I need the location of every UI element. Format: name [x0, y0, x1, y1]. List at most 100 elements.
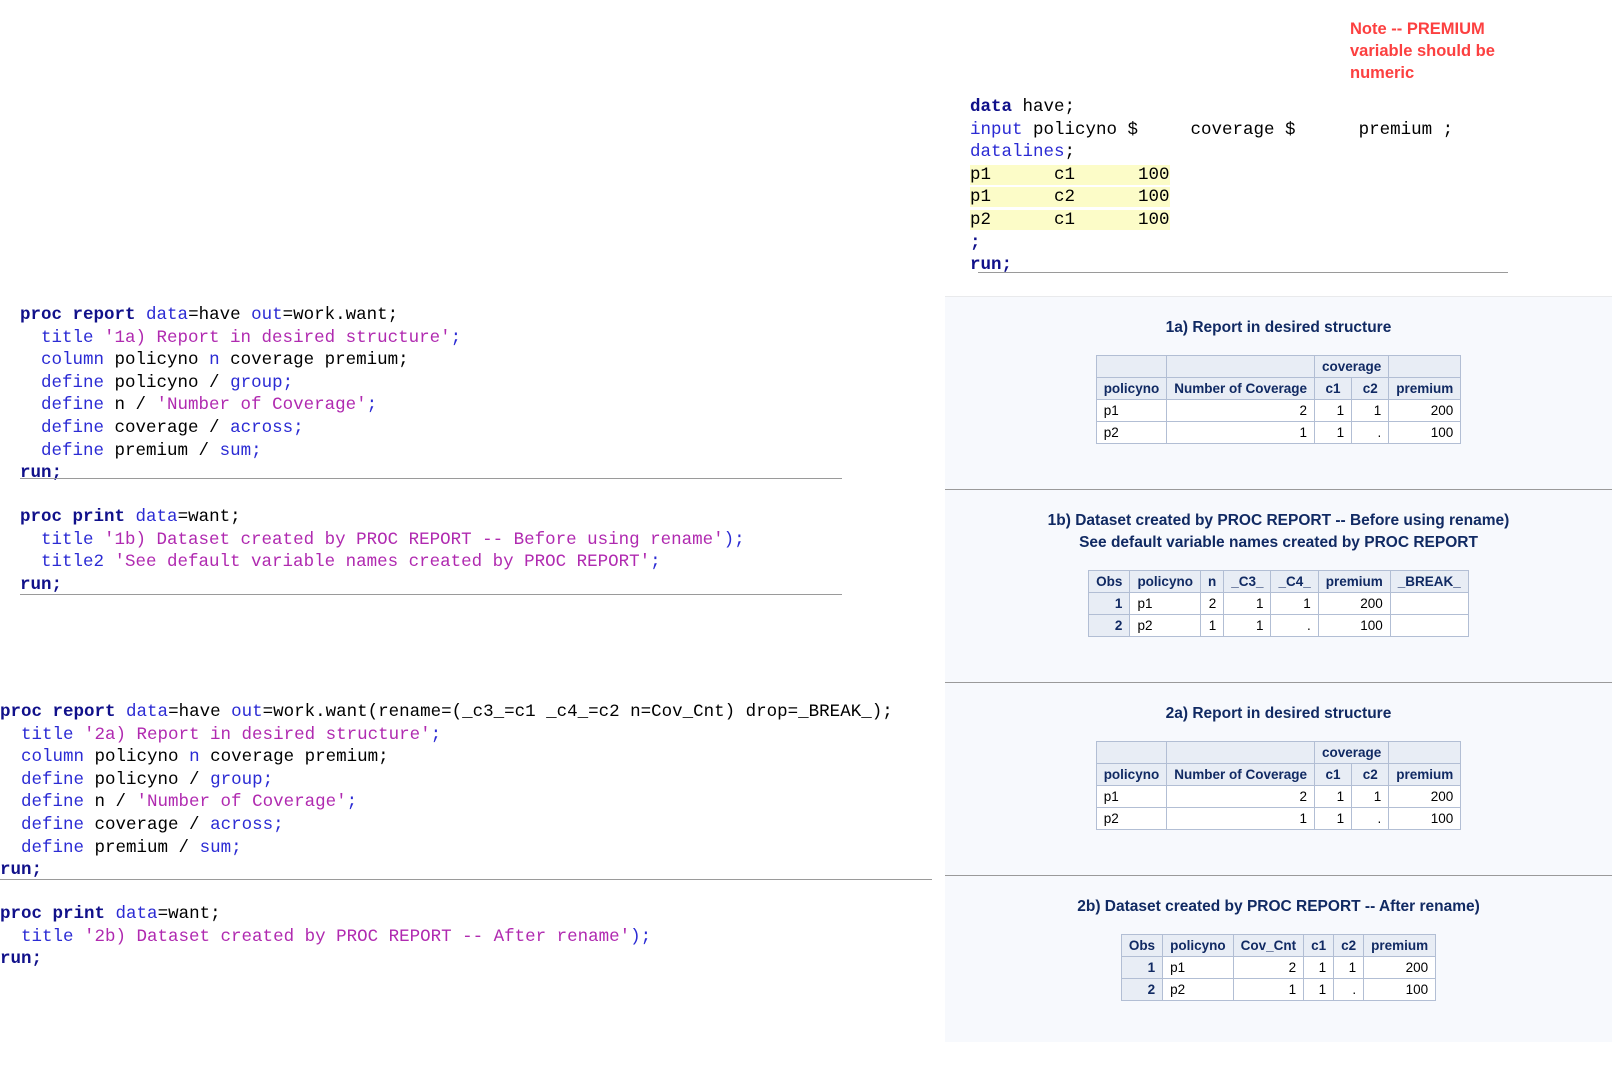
col-header-policyno: policyno	[1095, 763, 1168, 786]
col-header-c4: _C4_	[1270, 570, 1319, 593]
keyword-data: data	[970, 97, 1013, 117]
code-block-proc-print-2[interactable]: proc print data=want; title '2b) Dataset…	[0, 903, 651, 971]
cell-cov-cnt: 2	[1232, 956, 1305, 979]
cell-premium: 200	[1363, 956, 1437, 979]
report-table-1b: Obs policyno n _C3_ _C4_ premium _BREAK_…	[1088, 570, 1469, 637]
code-text: ;	[346, 792, 358, 813]
table-header-row: Obs policyno n _C3_ _C4_ premium _BREAK_	[1088, 570, 1469, 593]
cell-number-of-coverage: 2	[1166, 399, 1315, 422]
result-separator-3	[945, 875, 1612, 876]
cell-break	[1389, 592, 1469, 615]
result-separator-1	[945, 489, 1612, 490]
col-header-c1: c1	[1313, 763, 1353, 786]
cell-n: 2	[1199, 592, 1225, 615]
cell-obs: 1	[1088, 592, 1131, 615]
code-text: premium /	[104, 440, 220, 461]
results-pane: Note -- PREMIUM variable should be numer…	[945, 0, 1612, 1067]
col-header-c1: c1	[1303, 934, 1335, 957]
cell-policyno: p2	[1095, 421, 1168, 444]
cell-number-of-coverage: 2	[1166, 785, 1315, 808]
code-text: policyno /	[84, 769, 211, 790]
code-block-proc-print-1[interactable]: proc print data=want; title '1b) Dataset…	[20, 506, 745, 596]
table-row: p2 1 1 . 100	[1095, 421, 1462, 444]
cell-policyno: p2	[1095, 807, 1168, 830]
spanner-blank-mid	[1166, 741, 1315, 764]
string-literal: 'See default variable names created by P…	[104, 552, 651, 573]
code-block-proc-report-1[interactable]: proc report data=have out=work.want; tit…	[20, 304, 461, 485]
option-across: across	[230, 417, 294, 438]
code-block-data-step[interactable]: data have; input policyno $ coverage $ p…	[970, 96, 1453, 277]
cell-c2: .	[1351, 807, 1390, 830]
keyword-proc-print: proc print	[0, 904, 106, 924]
result-section-1b: 1b) Dataset created by PROC REPORT -- Be…	[945, 490, 1612, 637]
spanner-coverage: coverage	[1313, 355, 1390, 378]
report-table-2a: coverage policyno Number of Coverage c1 …	[1095, 741, 1462, 830]
code-text: ;	[650, 552, 661, 573]
cell-policyno: p1	[1095, 399, 1168, 422]
cell-premium: 200	[1388, 785, 1462, 808]
result-section-2a: 2a) Report in desired structure coverage…	[945, 683, 1612, 830]
statement-title: title	[21, 926, 74, 947]
spanner-blank-left	[1095, 741, 1168, 764]
col-header-c2: c2	[1351, 763, 1390, 786]
cell-c2: .	[1351, 421, 1390, 444]
cell-premium: 200	[1388, 399, 1462, 422]
table-row: 1 p1 2 1 1 200	[1120, 956, 1437, 979]
string-literal: 'Number of Coverage'	[136, 792, 347, 813]
cell-premium: 200	[1317, 592, 1391, 615]
code-text: =want;	[157, 904, 221, 924]
code-separator-3	[0, 879, 932, 880]
statement-define: define	[41, 417, 105, 438]
option-out: out	[251, 305, 283, 325]
col-header-premium: premium	[1363, 934, 1437, 957]
statement-define: define	[41, 372, 105, 393]
code-text: policyno $ coverage $ premium ;	[1022, 119, 1454, 140]
cell-policyno: p2	[1162, 978, 1234, 1001]
code-text: policyno /	[104, 372, 231, 393]
datastep-separator	[978, 272, 1508, 273]
code-text: ;	[231, 837, 242, 858]
string-literal: '2a) Report in desired structure'	[73, 724, 431, 745]
section-title-1b-line1: 1b) Dataset created by PROC REPORT -- Be…	[1047, 512, 1510, 529]
string-literal: '2b) Dataset created by PROC REPORT -- A…	[73, 926, 631, 947]
cell-c1: 1	[1303, 978, 1335, 1001]
col-header-c1: c1	[1313, 377, 1353, 400]
cell-c2: 1	[1351, 785, 1390, 808]
statement-datalines: datalines	[970, 142, 1065, 163]
cell-premium: 100	[1317, 614, 1391, 637]
cell-c3: 1	[1223, 592, 1272, 615]
cell-c4: 1	[1270, 592, 1319, 615]
cell-number-of-coverage: 1	[1166, 421, 1315, 444]
spanner-coverage: coverage	[1313, 741, 1390, 764]
code-text: );	[723, 529, 745, 550]
code-text: );	[630, 926, 652, 947]
result-section-2b: 2b) Dataset created by PROC REPORT -- Af…	[945, 876, 1612, 1001]
spanner-blank-right	[1388, 741, 1462, 764]
section-title-2b: 2b) Dataset created by PROC REPORT -- Af…	[1077, 898, 1480, 915]
code-text: policyno	[84, 747, 190, 768]
code-text: ;	[1064, 142, 1076, 163]
code-text: have;	[1012, 97, 1076, 117]
statement-define: define	[21, 814, 85, 835]
table-header-row: Obs policyno Cov_Cnt c1 c2 premium	[1120, 934, 1437, 957]
code-text: coverage premium;	[219, 350, 409, 371]
code-text: ;	[262, 769, 274, 790]
string-literal: 'Number of Coverage'	[156, 395, 367, 416]
annotation-note: Note -- PREMIUM variable should be numer…	[1350, 20, 1495, 82]
code-text: n /	[84, 792, 137, 813]
statement-input: input	[970, 119, 1023, 140]
spanner-blank-right	[1388, 355, 1462, 378]
code-text: =work.want;	[282, 305, 399, 325]
code-text: policyno	[104, 350, 210, 371]
code-text: coverage premium;	[199, 747, 389, 768]
code-block-proc-report-2[interactable]: proc report data=have out=work.want(rena…	[0, 701, 893, 882]
statement-column: column	[41, 350, 105, 371]
option-data: data	[126, 702, 169, 722]
col-header-c3: _C3_	[1223, 570, 1272, 593]
option-sum: sum	[219, 440, 252, 461]
cell-c2: 1	[1333, 956, 1365, 979]
keyword-run: run	[0, 860, 32, 881]
cell-number-of-coverage: 1	[1166, 807, 1315, 830]
sas-results-output: 1a) Report in desired structure coverage…	[945, 296, 1612, 1042]
cell-c1: 1	[1313, 421, 1353, 444]
